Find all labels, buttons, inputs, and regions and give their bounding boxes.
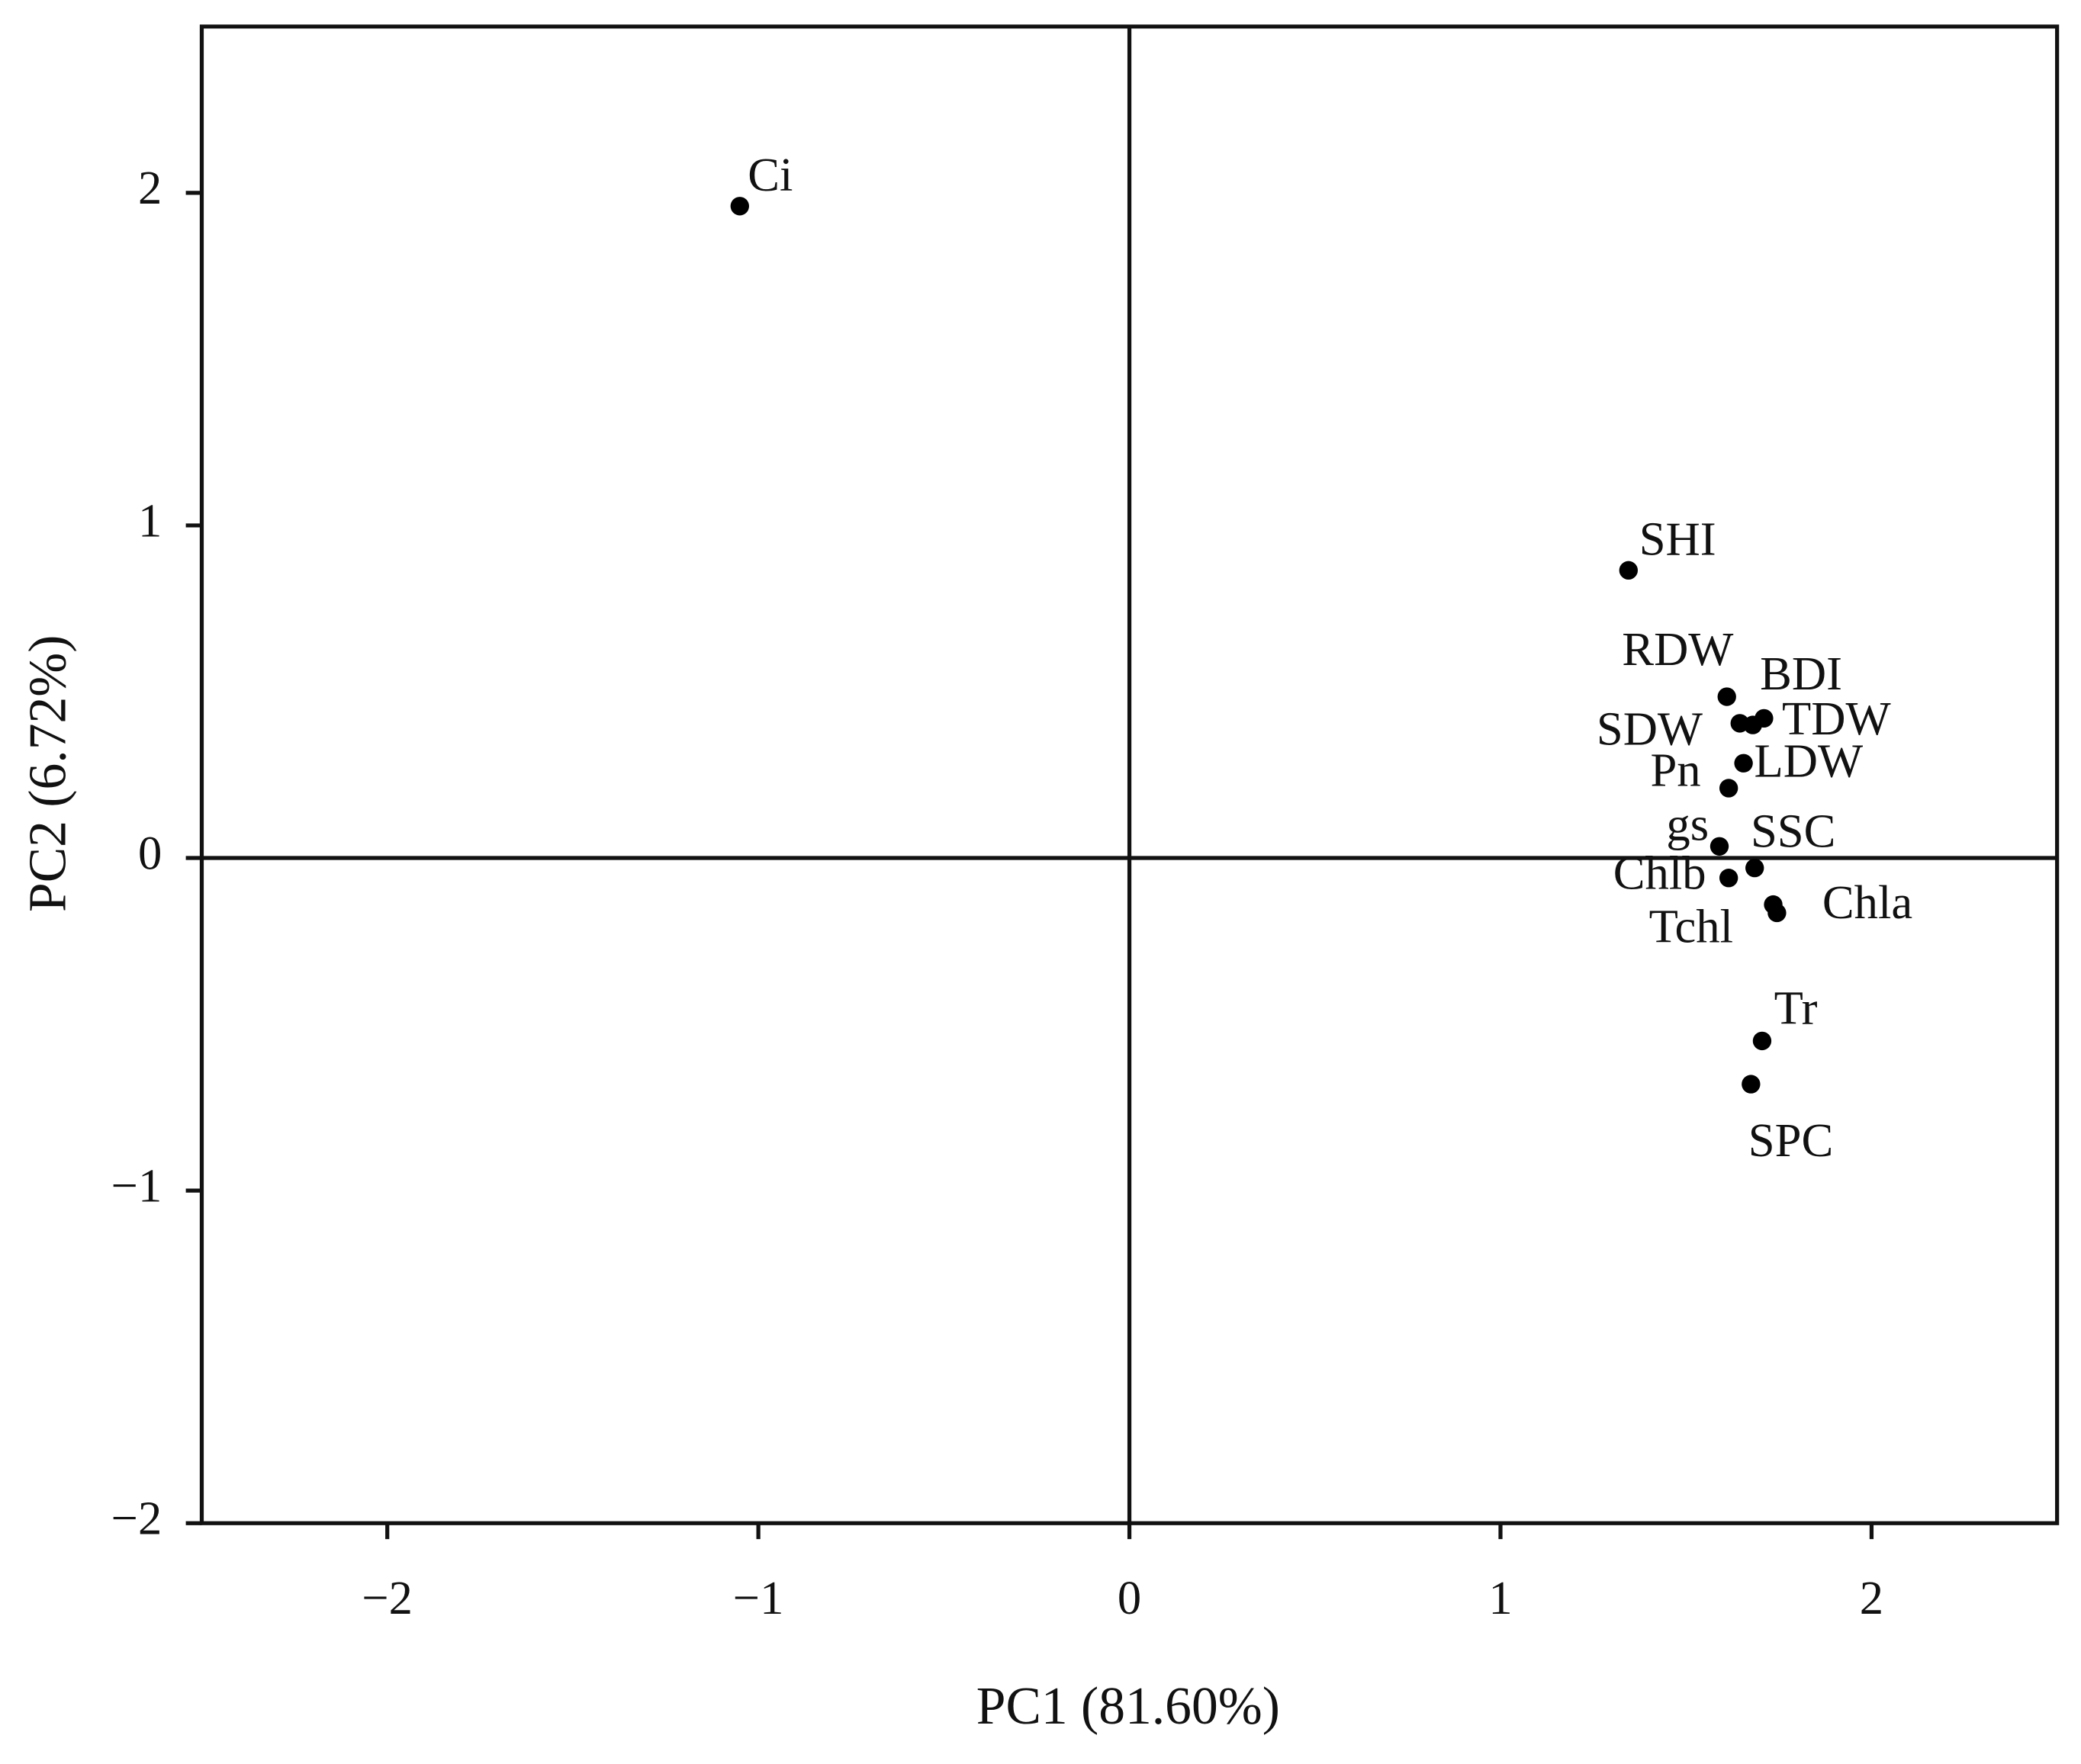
point-label: BDI (1760, 647, 1842, 700)
y-tick-label: −1 (111, 1159, 162, 1213)
point (1742, 1075, 1761, 1094)
point (1745, 858, 1764, 878)
point (1719, 869, 1738, 888)
point-label: Ci (748, 148, 793, 201)
point-label: Chlb (1613, 847, 1706, 900)
point-label: gs (1666, 798, 1709, 851)
point-label: Tr (1774, 982, 1818, 1035)
x-tick-label: −1 (733, 1571, 784, 1624)
point-label: Pn (1650, 743, 1700, 796)
y-tick-label: −2 (111, 1492, 162, 1545)
x-tick-label: 2 (1860, 1571, 1883, 1624)
point-label: SSC (1751, 805, 1835, 858)
point-label: Tchl (1649, 900, 1733, 953)
point (1730, 714, 1749, 733)
y-axis-title: PC2 (6.72%) (19, 635, 78, 912)
point-label: SDW (1597, 702, 1703, 756)
point (1734, 753, 1753, 773)
point-label: Chla (1822, 876, 1912, 929)
point (1710, 837, 1729, 856)
point (1719, 779, 1738, 798)
point (1752, 1031, 1772, 1051)
point (1767, 903, 1787, 923)
y-tick-label: 2 (138, 161, 162, 214)
x-tick-label: 1 (1488, 1571, 1512, 1624)
y-tick-label: 0 (138, 826, 162, 879)
point-label: SHI (1639, 512, 1716, 565)
point-label: RDW (1622, 622, 1733, 676)
point-label: SPC (1748, 1113, 1833, 1167)
point (1619, 561, 1638, 580)
point (730, 197, 749, 216)
point-label: LDW (1755, 734, 1864, 788)
point (1717, 687, 1736, 706)
x-tick-label: 0 (1118, 1571, 1141, 1624)
y-tick-label: 1 (138, 493, 162, 547)
x-axis-title: PC1 (81.60%) (976, 1677, 1280, 1736)
x-tick-label: −2 (362, 1571, 413, 1624)
point-label: TDW (1782, 692, 1891, 745)
